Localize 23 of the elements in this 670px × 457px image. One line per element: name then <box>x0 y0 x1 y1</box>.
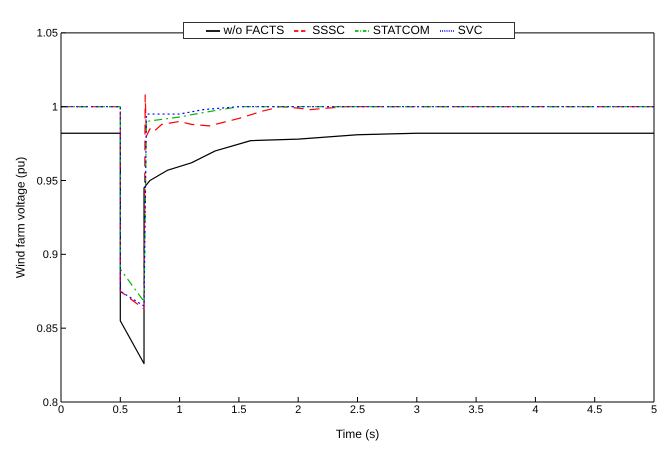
x-tick-label: 0.5 <box>112 404 128 416</box>
y-axis-title: Wind farm voltage (pu) <box>13 156 28 278</box>
x-tick-label: 5 <box>650 404 658 416</box>
x-tick-label: 0 <box>58 404 64 416</box>
x-tick-label: 3 <box>414 404 420 416</box>
y-tick-label: 1 <box>52 102 58 114</box>
y-tick-label: 1.05 <box>36 28 58 40</box>
legend-label: w/o FACTS <box>224 23 284 37</box>
x-tick-label: 2.5 <box>350 404 366 416</box>
y-tick-label: 0.95 <box>36 175 58 188</box>
y-tick-label: 0.85 <box>36 323 58 336</box>
x-tick-label: 1 <box>176 404 183 416</box>
x-axis-title: Time (s) <box>336 427 380 441</box>
y-tick-label: 0.9 <box>42 249 58 262</box>
x-tick-label: 2 <box>295 404 302 416</box>
legend-label: SVC <box>458 23 482 37</box>
x-tick-label: 3.5 <box>468 404 484 416</box>
x-tick-label: 4 <box>532 404 538 416</box>
y-tick-label: 0.8 <box>42 396 58 409</box>
legend-label: SSSC <box>312 23 345 37</box>
legend-label: STATCOM <box>372 23 430 37</box>
x-tick-label: 4.5 <box>587 404 602 416</box>
x-tick-label: 1.5 <box>231 404 247 416</box>
